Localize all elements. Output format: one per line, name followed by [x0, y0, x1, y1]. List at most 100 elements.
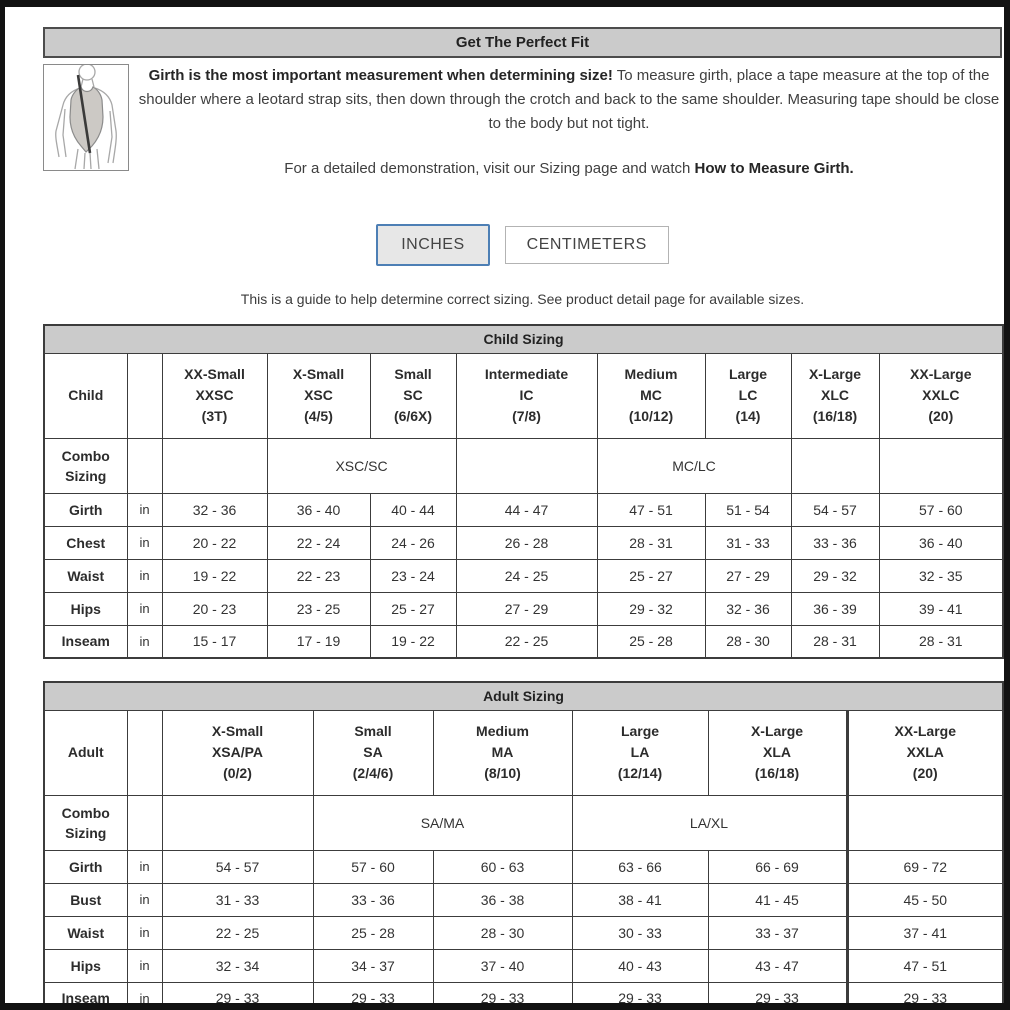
- row-label: Bust: [43, 882, 128, 917]
- combo-sizing-row: Combo Sizing SA/MA LA/XL: [43, 794, 1004, 851]
- column-header-cell: Medium MC (10/12): [596, 352, 706, 439]
- intro-section: Girth is the most important measurement …: [43, 63, 1002, 181]
- size-value-cell: 28 - 30: [432, 915, 573, 950]
- table-title-row: Adult Sizing: [43, 681, 1004, 711]
- row-label: Chest: [43, 525, 128, 560]
- table-row: Bust in 31 - 33 33 - 36 36 - 38 38 - 41 …: [43, 882, 1004, 917]
- column-header-row: Adult X-Small XSA/PA (0/2) Small SA (2/4…: [43, 709, 1004, 796]
- row-label: Waist: [43, 915, 128, 950]
- table-row: Hips in 32 - 34 34 - 37 37 - 40 40 - 43 …: [43, 948, 1004, 983]
- size-value-cell: 29 - 32: [596, 591, 706, 626]
- column-header-cell: Intermediate IC (7/8): [455, 352, 598, 439]
- size-value-cell: 22 - 25: [161, 915, 314, 950]
- unit-label: in: [126, 525, 163, 560]
- size-value-cell: 29 - 32: [790, 558, 880, 593]
- size-value-cell: 32 - 36: [704, 591, 792, 626]
- column-header-cell: X-Large XLC (16/18): [790, 352, 880, 439]
- size-value-cell: 25 - 27: [596, 558, 706, 593]
- unit-label: in: [126, 492, 163, 527]
- size-value-cell: 20 - 22: [161, 525, 268, 560]
- size-value-cell: 33 - 37: [707, 915, 848, 950]
- row-label: Inseam: [43, 981, 128, 1003]
- empty-cell: [845, 794, 1004, 851]
- size-value-cell: 40 - 43: [571, 948, 709, 983]
- size-value-cell: 22 - 23: [266, 558, 371, 593]
- inches-button[interactable]: INCHES: [376, 224, 490, 266]
- row-label: Hips: [43, 948, 128, 983]
- size-value-cell: 36 - 38: [432, 882, 573, 917]
- size-value-cell: 54 - 57: [790, 492, 880, 527]
- size-value-cell: 24 - 26: [369, 525, 457, 560]
- size-value-cell: 51 - 54: [704, 492, 792, 527]
- column-header-cell: X-Small XSA/PA (0/2): [161, 709, 314, 796]
- tape-measure-line: [76, 74, 92, 154]
- size-value-cell: 36 - 39: [790, 591, 880, 626]
- table-row: Waist in 22 - 25 25 - 28 28 - 30 30 - 33…: [43, 915, 1004, 950]
- size-value-cell: 15 - 17: [161, 624, 268, 659]
- row-label: Combo Sizing: [43, 794, 128, 851]
- unit-label: in: [126, 591, 163, 626]
- page-content: Get The Perfect Fit: [5, 7, 1004, 1003]
- girth-bold-lead: Girth is the most important measurement …: [148, 67, 613, 84]
- centimeters-button[interactable]: CENTIMETERS: [504, 226, 669, 264]
- size-value-cell: 32 - 36: [161, 492, 268, 527]
- empty-cell: [878, 437, 1004, 494]
- size-value-cell: 31 - 33: [161, 882, 314, 917]
- size-value-cell: 36 - 40: [266, 492, 371, 527]
- unit-label: in: [126, 849, 163, 884]
- demo-paragraph: For a detailed demonstration, visit our …: [136, 157, 1002, 181]
- row-label: Combo Sizing: [43, 437, 128, 494]
- leotard-measurement-icon: [55, 63, 117, 170]
- combo-group-label: XSC/SC: [266, 437, 457, 494]
- table-row: Hips in 20 - 23 23 - 25 25 - 27 27 - 29 …: [43, 591, 1004, 626]
- demo-bold: How to Measure Girth.: [694, 160, 854, 177]
- size-value-cell: 54 - 57: [161, 849, 314, 884]
- size-value-cell: 19 - 22: [369, 624, 457, 659]
- size-value-cell: 44 - 47: [455, 492, 598, 527]
- size-value-cell: 57 - 60: [312, 849, 434, 884]
- girth-rest: To measure girth, place a tape measure a…: [138, 67, 1000, 132]
- empty-cell: [161, 437, 268, 494]
- column-header-cell: X-Small XSC (4/5): [266, 352, 371, 439]
- size-value-cell: 29 - 33: [707, 981, 848, 1003]
- size-value-cell: 57 - 60: [878, 492, 1004, 527]
- table-row: Inseam in 15 - 17 17 - 19 19 - 22 22 - 2…: [43, 624, 1004, 659]
- size-value-cell: 66 - 69: [707, 849, 848, 884]
- combo-group-label: LA/XL: [571, 794, 848, 851]
- size-value-cell: 28 - 30: [704, 624, 792, 659]
- table-row: Inseam in 29 - 33 29 - 33 29 - 33 29 - 3…: [43, 981, 1004, 1003]
- size-value-cell: 37 - 41: [845, 915, 1004, 950]
- size-value-cell: 23 - 24: [369, 558, 457, 593]
- size-value-cell: 41 - 45: [707, 882, 848, 917]
- size-value-cell: 29 - 33: [845, 981, 1004, 1003]
- combo-group-label: SA/MA: [312, 794, 573, 851]
- size-value-cell: 28 - 31: [790, 624, 880, 659]
- leotard-figure: [43, 63, 129, 171]
- combo-group-label: MC/LC: [596, 437, 792, 494]
- empty-cell: [126, 794, 163, 851]
- child-table-title: Child Sizing: [43, 324, 1004, 354]
- row-label: Girth: [43, 849, 128, 884]
- size-value-cell: 47 - 51: [596, 492, 706, 527]
- size-value-cell: 28 - 31: [596, 525, 706, 560]
- size-value-cell: 32 - 34: [161, 948, 314, 983]
- size-value-cell: 43 - 47: [707, 948, 848, 983]
- empty-cell: [126, 709, 163, 796]
- row-label: Girth: [43, 492, 128, 527]
- column-header-row: Child XX-Small XXSC (3T) X-Small XSC (4/…: [43, 352, 1004, 439]
- size-value-cell: 33 - 36: [790, 525, 880, 560]
- unit-label: in: [126, 624, 163, 659]
- size-value-cell: 34 - 37: [312, 948, 434, 983]
- combo-sizing-row: Combo Sizing XSC/SC MC/LC: [43, 437, 1004, 494]
- empty-cell: [126, 352, 163, 439]
- column-header-cell: XX-Large XXLA (20): [845, 709, 1004, 796]
- size-value-cell: 25 - 28: [312, 915, 434, 950]
- column-header-cell: XX-Large XXLC (20): [878, 352, 1004, 439]
- size-value-cell: 20 - 23: [161, 591, 268, 626]
- size-value-cell: 39 - 41: [878, 591, 1004, 626]
- unit-label: in: [126, 558, 163, 593]
- size-value-cell: 37 - 40: [432, 948, 573, 983]
- size-value-cell: 38 - 41: [571, 882, 709, 917]
- column-header-cell: Small SC (6/6X): [369, 352, 457, 439]
